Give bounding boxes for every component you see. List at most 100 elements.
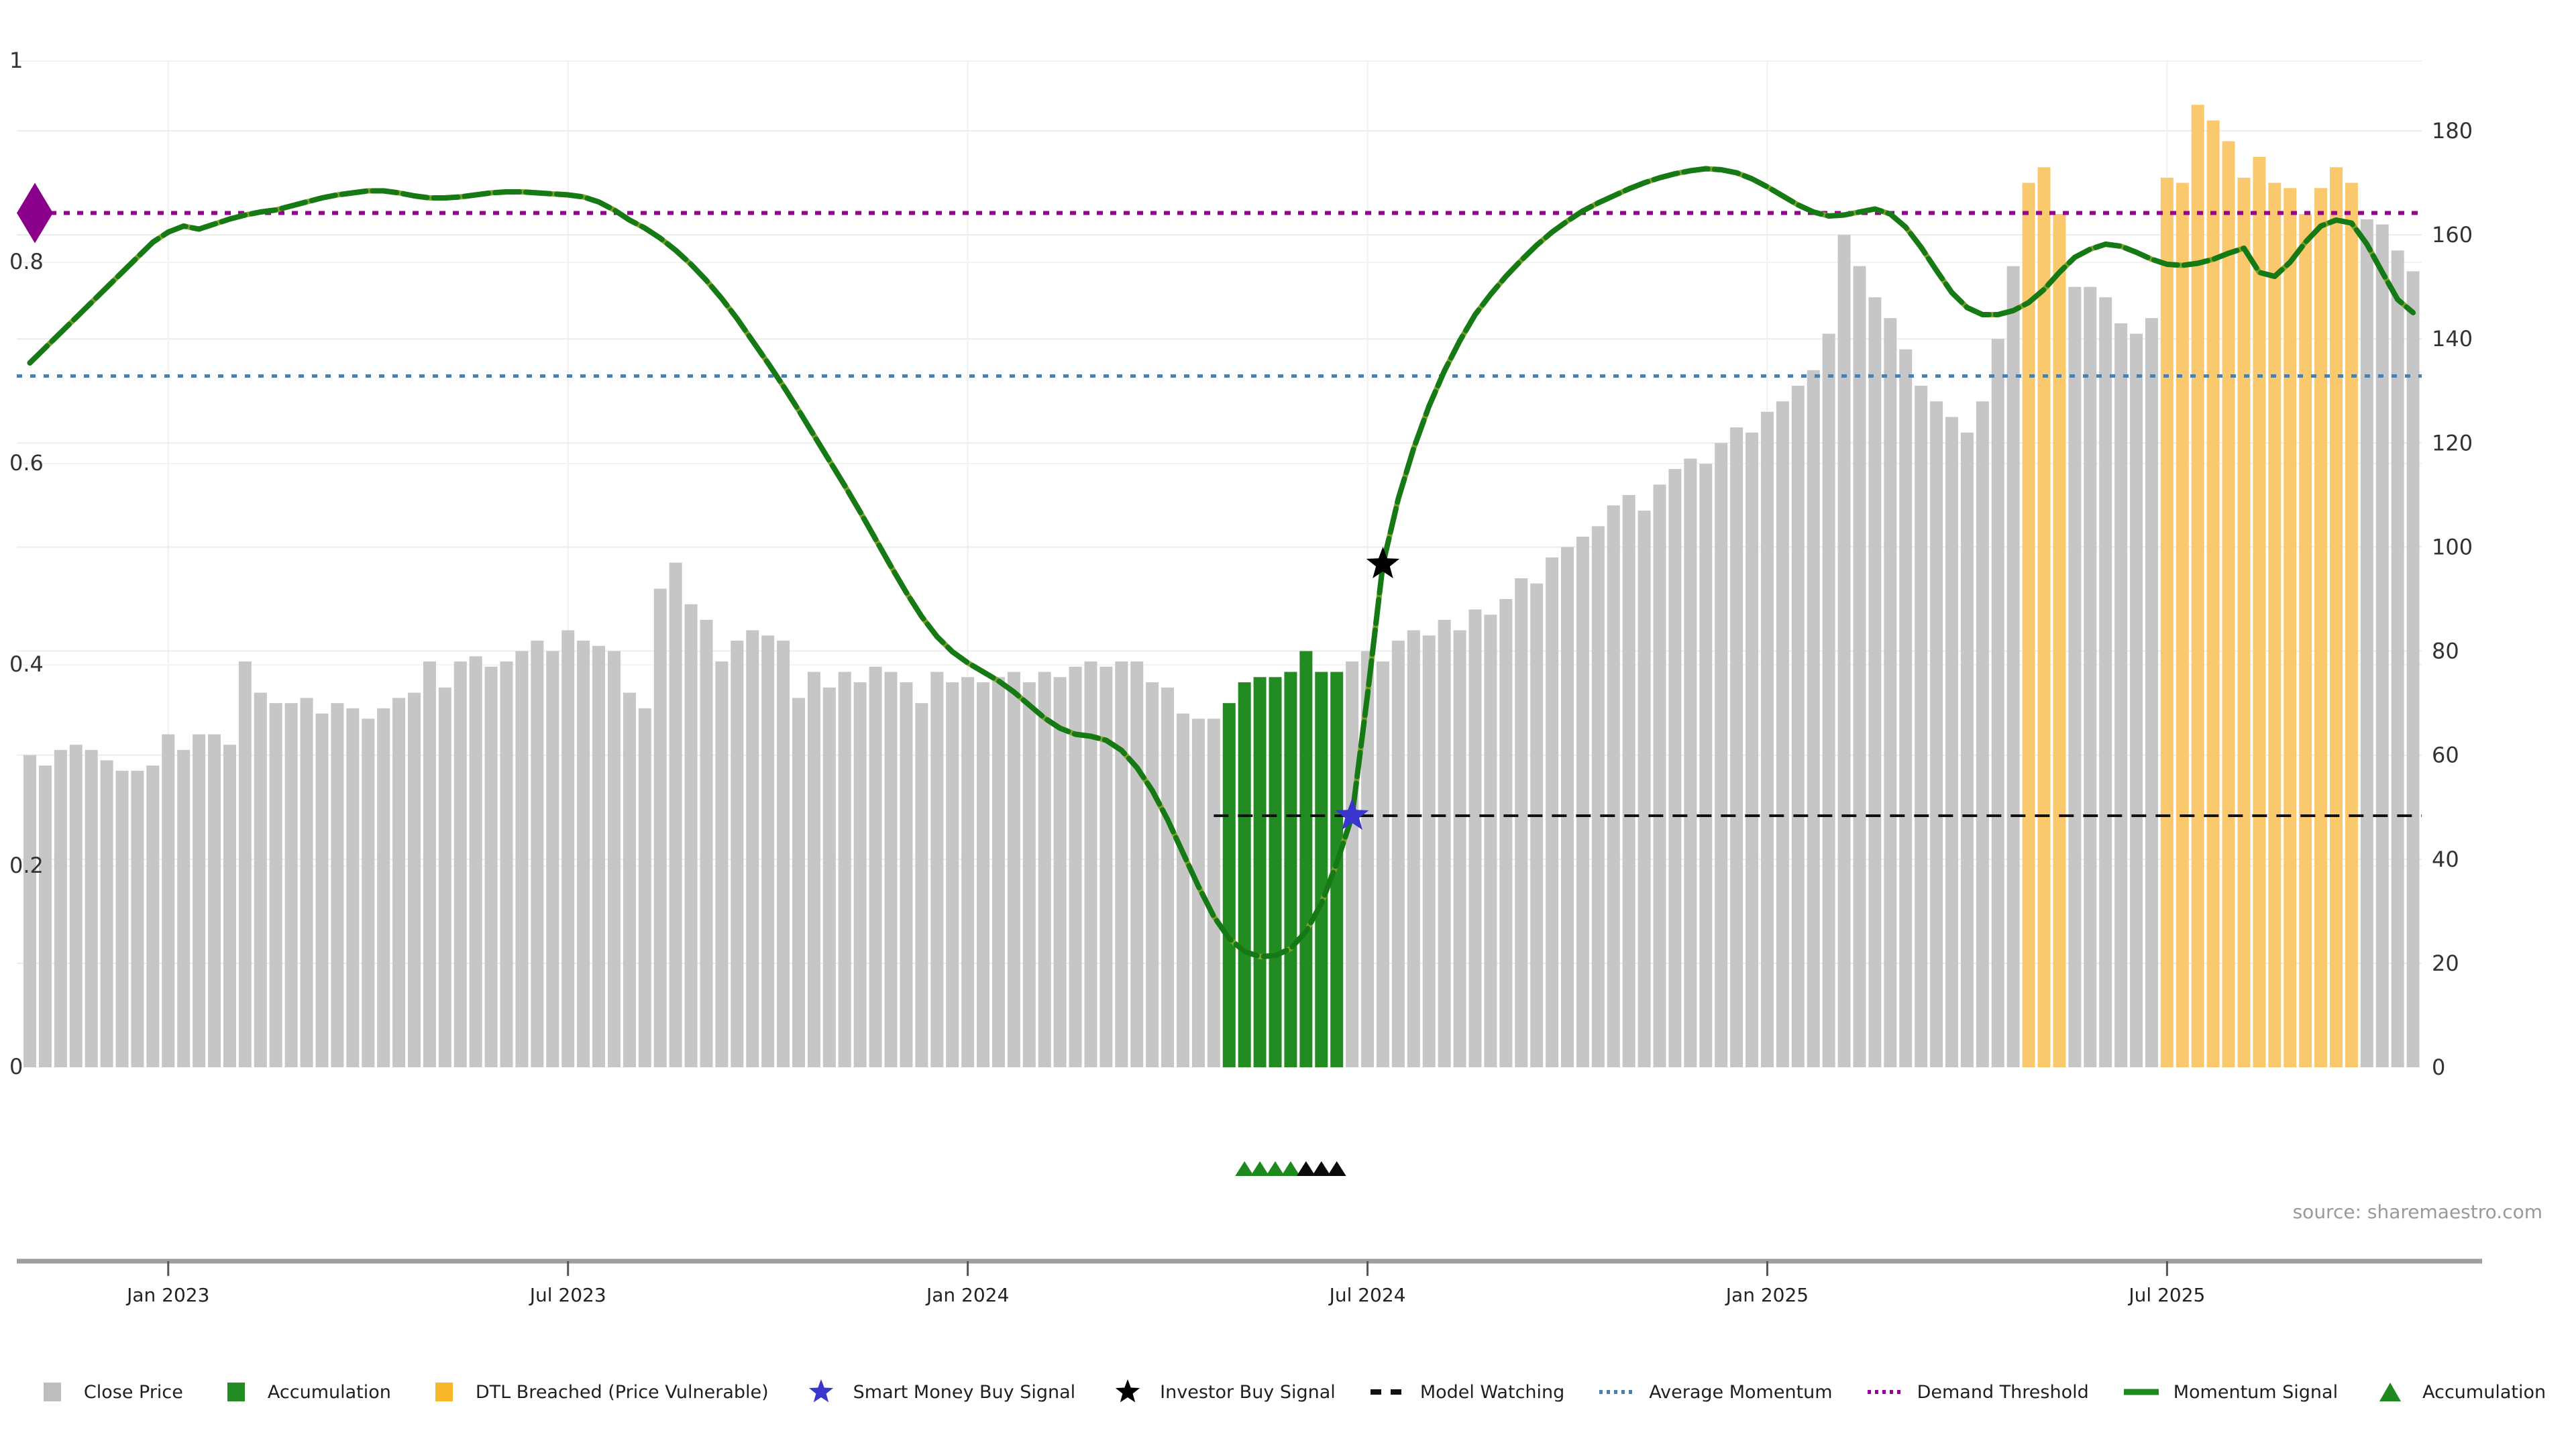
price-bar[interactable] xyxy=(2068,286,2082,1068)
price-bar[interactable] xyxy=(162,734,175,1067)
price-bar[interactable] xyxy=(1191,718,1205,1067)
price-bar[interactable] xyxy=(238,661,252,1067)
demand-diamond-icon[interactable] xyxy=(17,182,53,244)
price-bar-accumulation[interactable] xyxy=(1284,672,1297,1067)
price-bar-accumulation[interactable] xyxy=(1315,672,1328,1067)
price-bar[interactable] xyxy=(1884,318,1897,1068)
price-bar-accumulation[interactable] xyxy=(1238,682,1251,1067)
price-bar[interactable] xyxy=(1837,235,1851,1068)
price-bar[interactable] xyxy=(561,630,575,1067)
price-bar[interactable] xyxy=(700,620,713,1067)
price-bar[interactable] xyxy=(146,765,160,1067)
price-bar[interactable] xyxy=(915,703,928,1067)
price-bar[interactable] xyxy=(100,760,113,1067)
price-bar-accumulation[interactable] xyxy=(1269,677,1282,1067)
price-bar[interactable] xyxy=(1760,411,1774,1067)
price-bar-accumulation[interactable] xyxy=(1253,677,1267,1067)
price-bar[interactable] xyxy=(684,604,698,1067)
legend-item-demand-threshold[interactable]: Demand Threshold xyxy=(1864,1379,2089,1405)
price-bar[interactable] xyxy=(69,745,83,1067)
price-bar-dtl-breached[interactable] xyxy=(2037,167,2051,1067)
price-bar[interactable] xyxy=(1069,666,1082,1067)
price-bar[interactable] xyxy=(438,687,451,1067)
price-bar[interactable] xyxy=(469,656,482,1067)
price-bar-dtl-breached[interactable] xyxy=(2345,182,2358,1067)
price-bar[interactable] xyxy=(2145,318,2158,1068)
price-bar[interactable] xyxy=(500,661,513,1067)
price-bar-dtl-breached[interactable] xyxy=(2206,120,2220,1067)
price-bar[interactable] xyxy=(1807,370,1820,1067)
price-bar[interactable] xyxy=(1822,333,1835,1067)
price-bar[interactable] xyxy=(1391,641,1405,1067)
legend-item-average-momentum[interactable]: Average Momentum xyxy=(1595,1379,1833,1405)
price-bar[interactable] xyxy=(2130,333,2143,1067)
price-bar[interactable] xyxy=(193,734,206,1067)
price-bar[interactable] xyxy=(531,641,544,1067)
price-bar[interactable] xyxy=(1991,339,2004,1068)
price-bar[interactable] xyxy=(1361,651,1375,1067)
price-bar[interactable] xyxy=(269,703,282,1067)
price-bar[interactable] xyxy=(2375,224,2389,1068)
price-bar[interactable] xyxy=(1422,635,1436,1067)
price-bar[interactable] xyxy=(392,698,406,1067)
price-bar[interactable] xyxy=(1468,609,1482,1067)
price-bar[interactable] xyxy=(991,677,1005,1067)
price-bar-dtl-breached[interactable] xyxy=(2176,182,2189,1067)
price-bar[interactable] xyxy=(1146,682,1159,1067)
accumulation-triangle-icon[interactable] xyxy=(1281,1161,1300,1176)
price-bar[interactable] xyxy=(315,713,329,1067)
price-bar[interactable] xyxy=(515,651,529,1067)
price-bar[interactable] xyxy=(1007,672,1020,1067)
price-bar[interactable] xyxy=(208,734,221,1067)
legend-item-accumulation-marker[interactable]: Accumulation xyxy=(2369,1379,2546,1405)
price-bar[interactable] xyxy=(54,749,67,1067)
price-bar[interactable] xyxy=(23,755,36,1067)
price-bar[interactable] xyxy=(2006,266,2020,1068)
price-bar[interactable] xyxy=(746,630,759,1067)
price-bar[interactable] xyxy=(1791,386,1805,1067)
price-bar[interactable] xyxy=(1484,614,1497,1067)
price-bar[interactable] xyxy=(2391,250,2404,1067)
price-bar[interactable] xyxy=(792,698,805,1067)
price-bar[interactable] xyxy=(1346,661,1359,1067)
watch-triangle-icon[interactable] xyxy=(1327,1161,1346,1176)
price-bar[interactable] xyxy=(1899,349,1913,1067)
price-bar[interactable] xyxy=(1591,526,1605,1067)
price-bar[interactable] xyxy=(1130,661,1144,1067)
price-bar[interactable] xyxy=(822,687,836,1067)
price-bar[interactable] xyxy=(1530,583,1544,1067)
price-bar[interactable] xyxy=(1930,401,1943,1067)
price-bar[interactable] xyxy=(1038,672,1051,1067)
price-bar[interactable] xyxy=(1161,687,1175,1067)
price-bar[interactable] xyxy=(2084,286,2097,1068)
price-bar[interactable] xyxy=(377,708,390,1067)
price-bar[interactable] xyxy=(1084,661,1097,1067)
price-bar[interactable] xyxy=(362,718,375,1067)
price-bar[interactable] xyxy=(1730,427,1743,1067)
legend-item-investor-buy-signal[interactable]: Investor Buy Signal xyxy=(1106,1379,1336,1405)
price-bar-dtl-breached[interactable] xyxy=(2268,182,2282,1067)
price-bar[interactable] xyxy=(869,666,882,1067)
price-bar[interactable] xyxy=(607,651,621,1067)
price-bar[interactable] xyxy=(1177,713,1189,1067)
price-bar[interactable] xyxy=(1715,443,1728,1067)
watch-triangle-icon[interactable] xyxy=(1296,1161,1316,1176)
price-bar[interactable] xyxy=(1638,511,1651,1067)
price-bar[interactable] xyxy=(331,703,344,1067)
chart-canvas[interactable]: Jan 2023 Jul 2023 Jan 2024 Jul 2024 Jan 2025… xyxy=(0,0,2576,1348)
price-bar[interactable] xyxy=(1945,417,1958,1067)
price-bar-dtl-breached[interactable] xyxy=(2284,188,2297,1068)
price-bar-dtl-breached[interactable] xyxy=(2237,177,2251,1067)
price-bar[interactable] xyxy=(85,749,98,1067)
price-bar[interactable] xyxy=(1868,297,1882,1068)
price-bar[interactable] xyxy=(1960,432,1974,1067)
price-bar[interactable] xyxy=(1453,630,1466,1067)
price-bar[interactable] xyxy=(715,661,729,1067)
legend-item-model-watching[interactable]: Model Watching xyxy=(1366,1379,1564,1405)
price-bar-dtl-breached[interactable] xyxy=(2330,167,2343,1067)
price-bar[interactable] xyxy=(1684,458,1697,1067)
price-bar[interactable] xyxy=(592,645,606,1067)
price-bar[interactable] xyxy=(761,635,775,1067)
price-bar[interactable] xyxy=(300,698,313,1067)
price-bar[interactable] xyxy=(1853,266,1866,1068)
